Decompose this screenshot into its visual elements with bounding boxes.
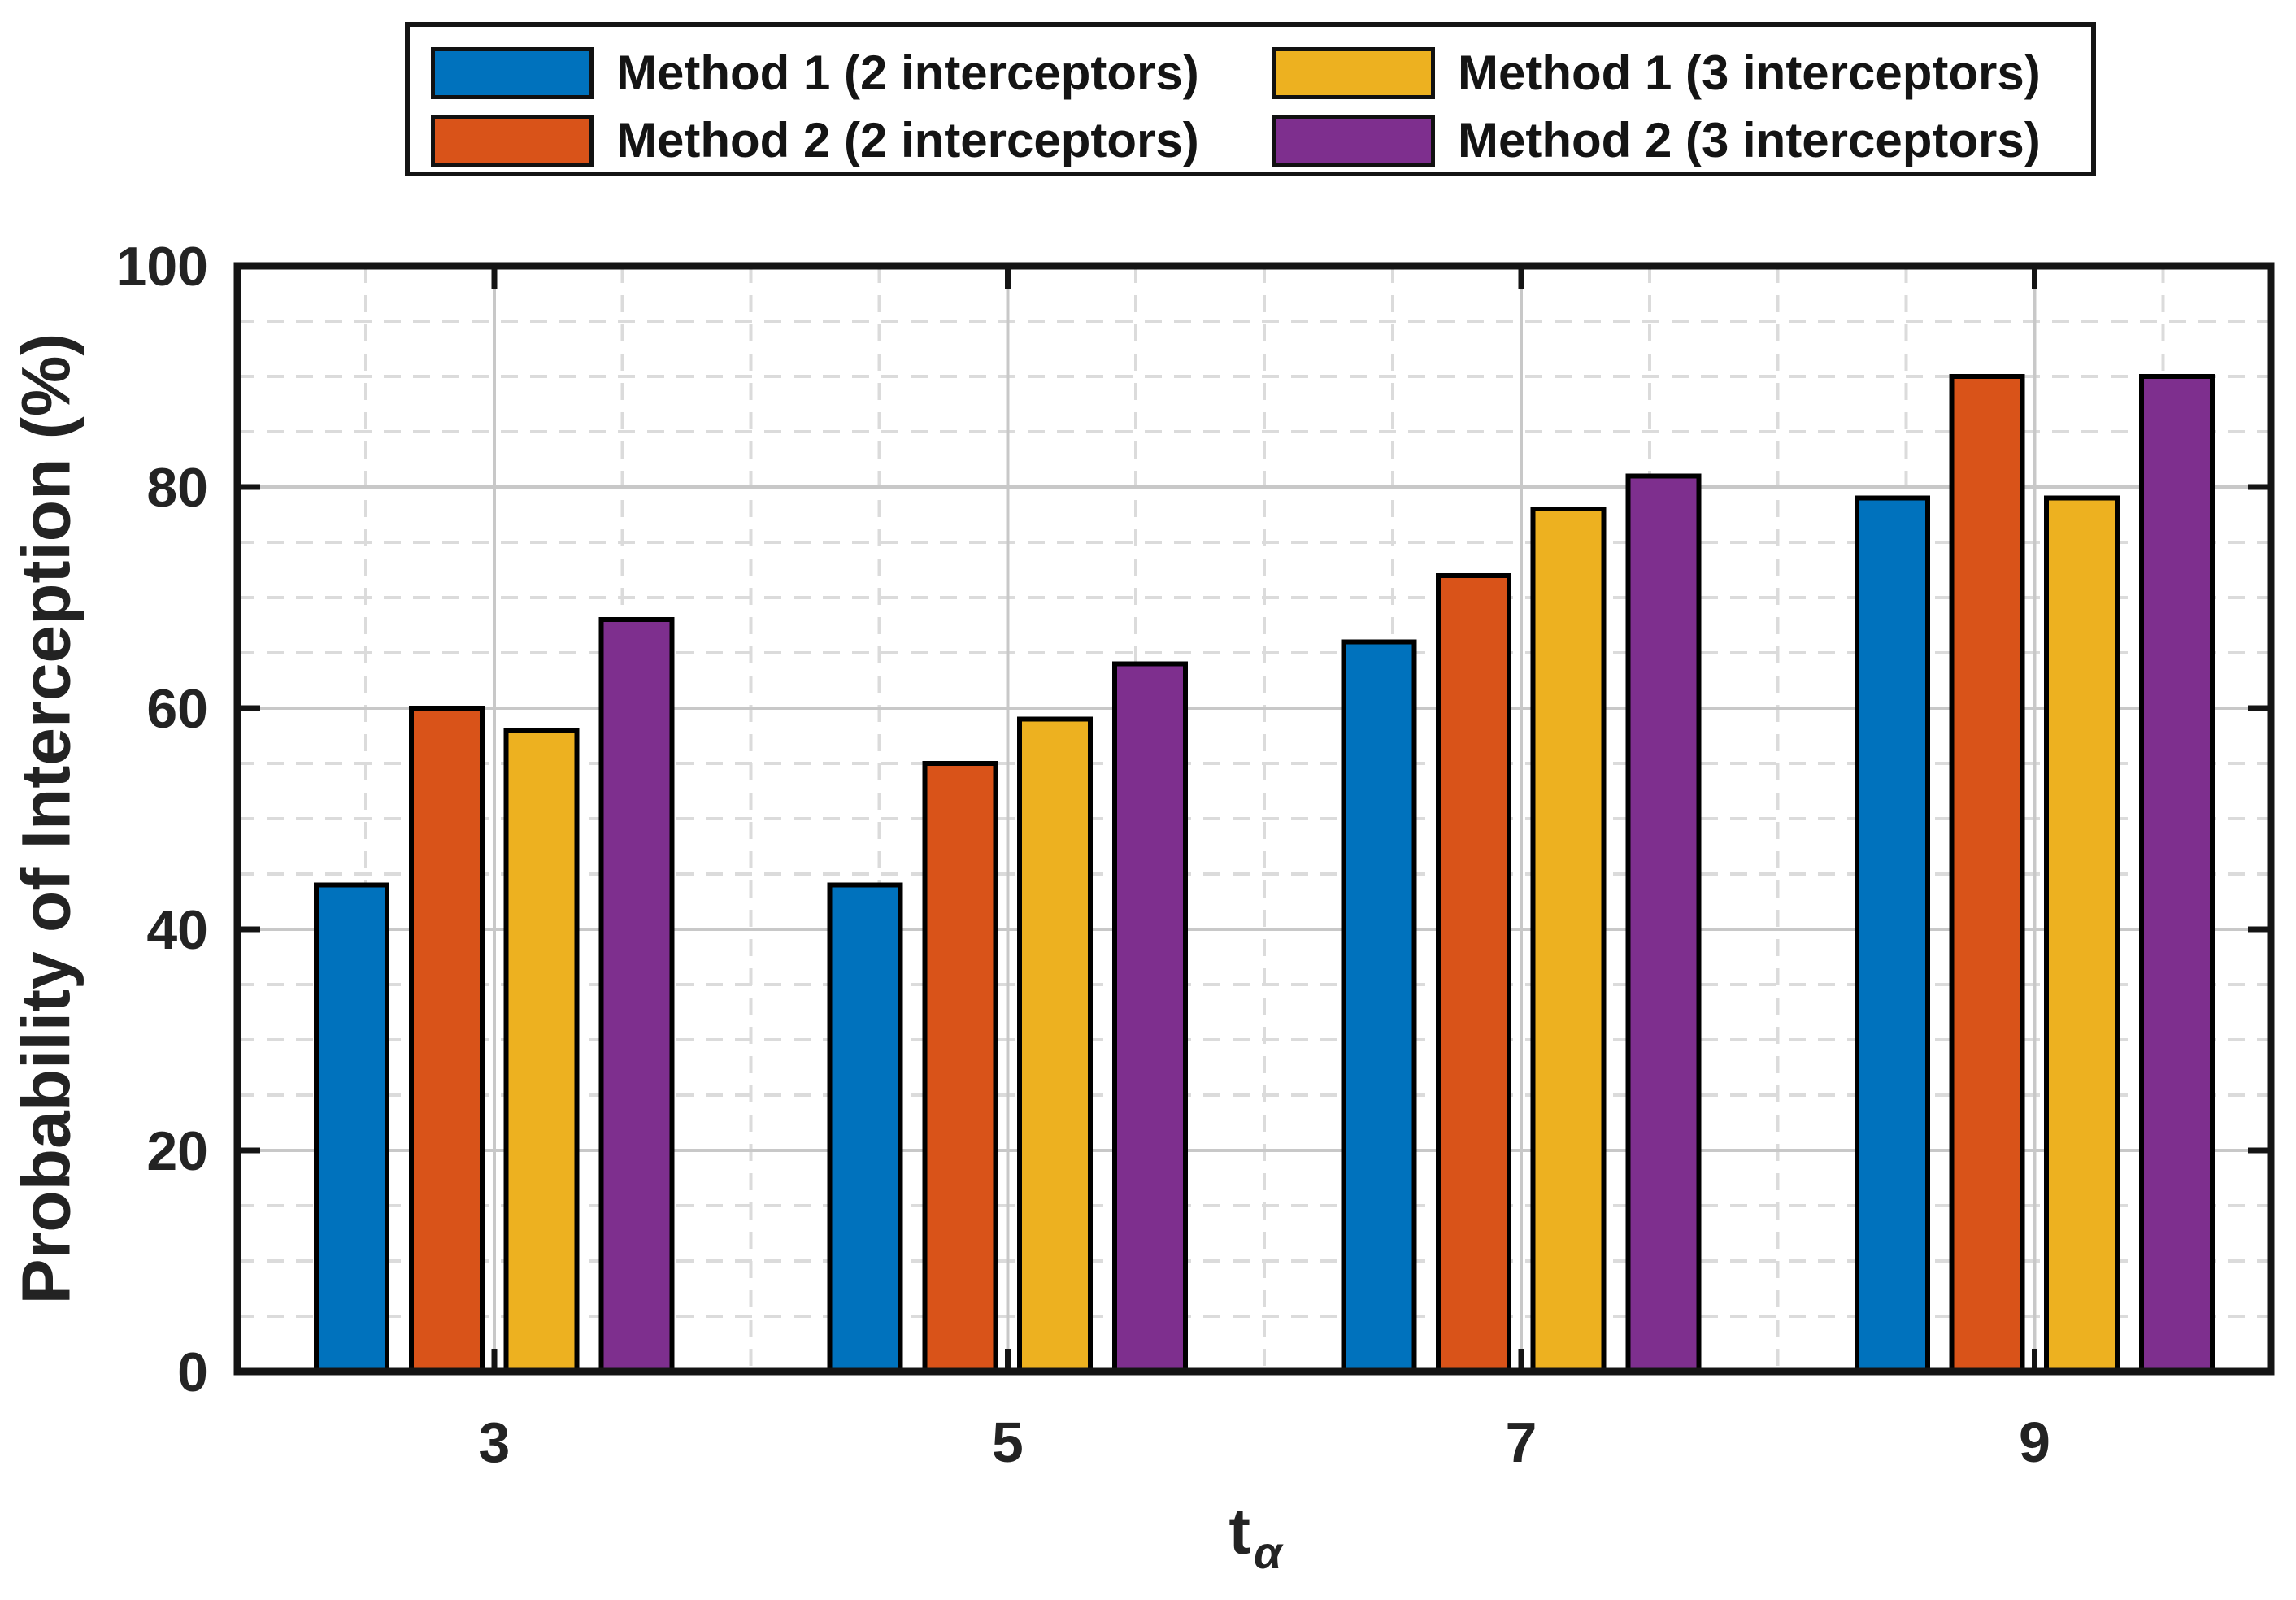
y-tick-label: 20 (146, 1120, 208, 1182)
legend-swatch-method2-3int-icon (1272, 115, 1435, 167)
y-tick-label: 60 (146, 678, 208, 740)
bar-method-1-3-interceptors--x5 (1017, 716, 1094, 1374)
bar-method-1-3-interceptors--x9 (2044, 495, 2120, 1374)
y-tick-label: 80 (146, 457, 208, 519)
y-tick-label: 40 (146, 899, 208, 961)
x-axis-label: tα (1228, 1494, 1281, 1578)
bar-method-1-3-interceptors--x3 (503, 728, 580, 1374)
y-axis-label: Probability of Interception (%) (7, 333, 85, 1305)
x-tick-label: 9 (2019, 1411, 2050, 1474)
legend-swatch-method1-2int-icon (431, 47, 594, 99)
legend-label: Method 2 (3 interceptors) (1458, 113, 2041, 167)
legend-label: Method 2 (2 interceptors) (616, 113, 1199, 167)
y-tick-label: 0 (177, 1341, 208, 1403)
legend-swatch-method1-3int-icon (1272, 47, 1435, 99)
x-axis-label-base: t (1228, 1495, 1250, 1567)
legend-label: Method 1 (2 interceptors) (616, 46, 1199, 100)
x-tick-label: 3 (478, 1411, 510, 1474)
legend-item: Method 2 (2 interceptors) (431, 115, 1199, 167)
bar-method-2-2-interceptors--x3 (409, 706, 485, 1374)
legend-swatch-method2-2int-icon (431, 115, 594, 167)
legend-item: Method 2 (3 interceptors) (1272, 115, 2041, 167)
x-axis-label-subscript: α (1253, 1527, 1282, 1578)
bar-method-1-2-interceptors--x3 (314, 882, 390, 1374)
bar-method-2-3-interceptors--x5 (1112, 661, 1188, 1374)
legend-item: Method 1 (3 interceptors) (1272, 47, 2041, 99)
bar-method-2-2-interceptors--x9 (1949, 374, 2025, 1374)
bar-method-1-3-interceptors--x7 (1530, 507, 1607, 1375)
bar-method-2-3-interceptors--x9 (2139, 374, 2216, 1374)
bar-method-2-2-interceptors--x5 (922, 761, 998, 1374)
bar-method-1-2-interceptors--x5 (827, 882, 903, 1374)
bar-method-2-3-interceptors--x3 (598, 617, 675, 1374)
x-tick-label: 5 (992, 1411, 1024, 1474)
bar-method-2-3-interceptors--x7 (1625, 473, 1702, 1374)
axis-box (233, 262, 2275, 1376)
bar-method-2-2-interceptors--x7 (1436, 572, 1512, 1374)
y-tick-label: 100 (116, 236, 208, 298)
legend: Method 1 (2 interceptors) Method 2 (2 in… (405, 22, 2096, 176)
legend-item: Method 1 (2 interceptors) (431, 47, 1199, 99)
legend-label: Method 1 (3 interceptors) (1458, 46, 2041, 100)
bar-method-1-2-interceptors--x9 (1854, 495, 1930, 1374)
x-tick-label: 7 (1505, 1411, 1537, 1474)
bar-method-1-2-interceptors--x7 (1341, 639, 1417, 1374)
